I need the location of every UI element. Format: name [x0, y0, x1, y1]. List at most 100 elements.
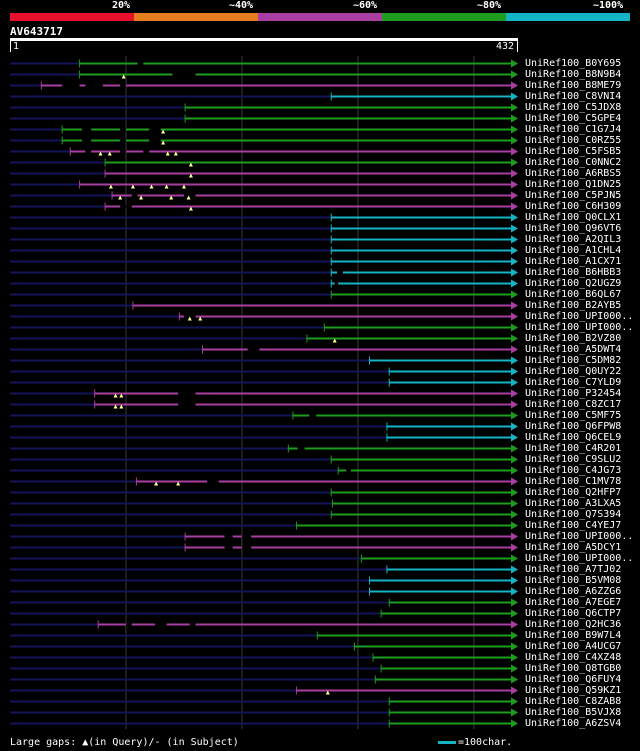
query-gap-marker — [121, 74, 126, 79]
hit-link[interactable]: UniRef100_Q6FPW8 — [525, 421, 622, 432]
query-gap-marker — [107, 151, 112, 156]
hit-link[interactable]: UniRef100_Q7S394 — [525, 509, 622, 520]
hit-end-arrow — [511, 631, 518, 640]
hit-link[interactable]: UniRef100_UPI000.. — [525, 531, 634, 542]
hit-link[interactable]: UniRef100_C4XZ48 — [525, 652, 622, 663]
hit-end-arrow — [511, 169, 518, 178]
hit-link[interactable]: UniRef100_A5DWT4 — [525, 344, 622, 355]
identity-legend-bar — [10, 13, 630, 21]
hit-link[interactable]: UniRef100_A5DCY1 — [525, 542, 622, 553]
legend-segment-100 — [506, 13, 630, 21]
hit-link[interactable]: UniRef100_B5VJX8 — [525, 707, 622, 718]
hit-end-arrow — [511, 114, 518, 123]
hit-end-arrow — [511, 598, 518, 607]
hit-link[interactable]: UniRef100_Q6FUY4 — [525, 674, 622, 685]
hit-end-arrow — [511, 59, 518, 68]
legend-label-100: ~100% — [593, 0, 624, 11]
hit-link[interactable]: UniRef100_C4R201 — [525, 443, 622, 454]
hit-link[interactable]: UniRef100_C1MV78 — [525, 476, 622, 487]
hit-link[interactable]: UniRef100_C8ZC17 — [525, 399, 622, 410]
query-gap-marker — [181, 184, 186, 189]
hit-link[interactable]: UniRef100_Q1DN25 — [525, 179, 622, 190]
hit-link[interactable]: UniRef100_C0RZ55 — [525, 135, 622, 146]
hit-link[interactable]: UniRef100_C8ZAB8 — [525, 696, 622, 707]
hit-link[interactable]: UniRef100_Q6CEL9 — [525, 432, 622, 443]
query-gap-marker — [332, 338, 337, 343]
hit-end-arrow — [511, 444, 518, 453]
hit-link[interactable]: UniRef100_B2VZ80 — [525, 333, 622, 344]
hit-link[interactable]: UniRef100_C5FSB5 — [525, 146, 622, 157]
hit-end-arrow — [511, 125, 518, 134]
hit-link[interactable]: UniRef100_P32454 — [525, 388, 622, 399]
hit-link[interactable]: UniRef100_C8VNI4 — [525, 91, 622, 102]
hit-link[interactable]: UniRef100_A6RBS5 — [525, 168, 622, 179]
hit-link[interactable]: UniRef100_Q2HC36 — [525, 619, 622, 630]
hit-link[interactable]: UniRef100_C5DM82 — [525, 355, 622, 366]
hit-link[interactable]: UniRef100_A3LXA5 — [525, 498, 622, 509]
hit-link[interactable]: UniRef100_Q2UGZ9 — [525, 278, 622, 289]
hit-link[interactable]: UniRef100_C5PJN5 — [525, 190, 622, 201]
hit-link[interactable]: UniRef100_Q2HFP7 — [525, 487, 622, 498]
legend-segment-20 — [10, 13, 134, 21]
hit-link[interactable]: UniRef100_A2QIL3 — [525, 234, 622, 245]
hit-link[interactable]: UniRef100_B2AYB5 — [525, 300, 622, 311]
hit-link[interactable]: UniRef100_Q0UY22 — [525, 366, 622, 377]
hit-link[interactable]: UniRef100_B0Y695 — [525, 58, 622, 69]
hit-link[interactable]: UniRef100_C6H309 — [525, 201, 622, 212]
hit-end-arrow — [511, 180, 518, 189]
query-gap-marker — [173, 151, 178, 156]
hit-link[interactable]: UniRef100_Q59KZ1 — [525, 685, 622, 696]
query-gap-marker — [161, 129, 166, 134]
hit-link[interactable]: UniRef100_Q6CTP7 — [525, 608, 622, 619]
hit-link[interactable]: UniRef100_B5VM08 — [525, 575, 622, 586]
hit-link[interactable]: UniRef100_C5JDX8 — [525, 102, 622, 113]
query-gap-marker — [119, 404, 124, 409]
query-gap-marker — [130, 184, 135, 189]
hit-end-arrow — [511, 224, 518, 233]
hit-link[interactable]: UniRef100_Q96VT6 — [525, 223, 622, 234]
hit-end-arrow — [511, 81, 518, 90]
hit-link[interactable]: UniRef100_A6ZZG6 — [525, 586, 622, 597]
hit-link[interactable]: UniRef100_UPI000.. — [525, 311, 634, 322]
hit-link[interactable]: UniRef100_C1G7J4 — [525, 124, 622, 135]
hit-end-arrow — [511, 565, 518, 574]
query-gap-marker — [198, 316, 203, 321]
hit-link[interactable]: UniRef100_A7EGE7 — [525, 597, 622, 608]
hit-link[interactable]: UniRef100_C5GPE4 — [525, 113, 622, 124]
hit-end-arrow — [511, 345, 518, 354]
hit-link[interactable]: UniRef100_UPI000.. — [525, 322, 634, 333]
hit-link[interactable]: UniRef100_B8ME79 — [525, 80, 622, 91]
hit-link[interactable]: UniRef100_C7YLD9 — [525, 377, 622, 388]
hit-link[interactable]: UniRef100_A7TJ02 — [525, 564, 622, 575]
hit-link[interactable]: UniRef100_C9SLU2 — [525, 454, 622, 465]
hit-link[interactable]: UniRef100_A1CX71 — [525, 256, 622, 267]
hit-link[interactable]: UniRef100_B9W7L4 — [525, 630, 622, 641]
ruler-tick-end — [517, 41, 518, 52]
hit-link[interactable]: UniRef100_B6HBB3 — [525, 267, 622, 278]
hit-link[interactable]: UniRef100_B8N9B4 — [525, 69, 622, 80]
scale-bar — [438, 740, 456, 744]
query-gap-marker — [139, 195, 144, 200]
hit-end-arrow — [511, 686, 518, 695]
hit-end-arrow — [511, 235, 518, 244]
hit-link[interactable]: UniRef100_A4UCG7 — [525, 641, 622, 652]
ruler-start-label: 1 — [13, 41, 20, 52]
hit-link[interactable]: UniRef100_C0NNC2 — [525, 157, 622, 168]
hit-end-arrow — [511, 301, 518, 310]
hit-link[interactable]: UniRef100_A1CHL4 — [525, 245, 622, 256]
hit-link[interactable]: UniRef100_B6QL67 — [525, 289, 622, 300]
hit-link[interactable]: UniRef100_A6ZSV4 — [525, 718, 622, 729]
hit-link[interactable]: UniRef100_Q8TGB0 — [525, 663, 622, 674]
hit-end-arrow — [511, 70, 518, 79]
hit-link[interactable]: UniRef100_Q0CLX1 — [525, 212, 622, 223]
hit-link[interactable]: UniRef100_C5MF75 — [525, 410, 622, 421]
hit-end-arrow — [511, 653, 518, 662]
hit-link[interactable]: UniRef100_C4YEJ7 — [525, 520, 622, 531]
query-gap-marker — [119, 393, 124, 398]
hit-link[interactable]: UniRef100_C4JG73 — [525, 465, 622, 476]
ruler-tick-start — [10, 41, 11, 52]
hit-end-arrow — [511, 334, 518, 343]
query-gap-marker — [186, 195, 191, 200]
hit-link[interactable]: UniRef100_UPI000.. — [525, 553, 634, 564]
legend-label-80: ~80% — [477, 0, 502, 11]
